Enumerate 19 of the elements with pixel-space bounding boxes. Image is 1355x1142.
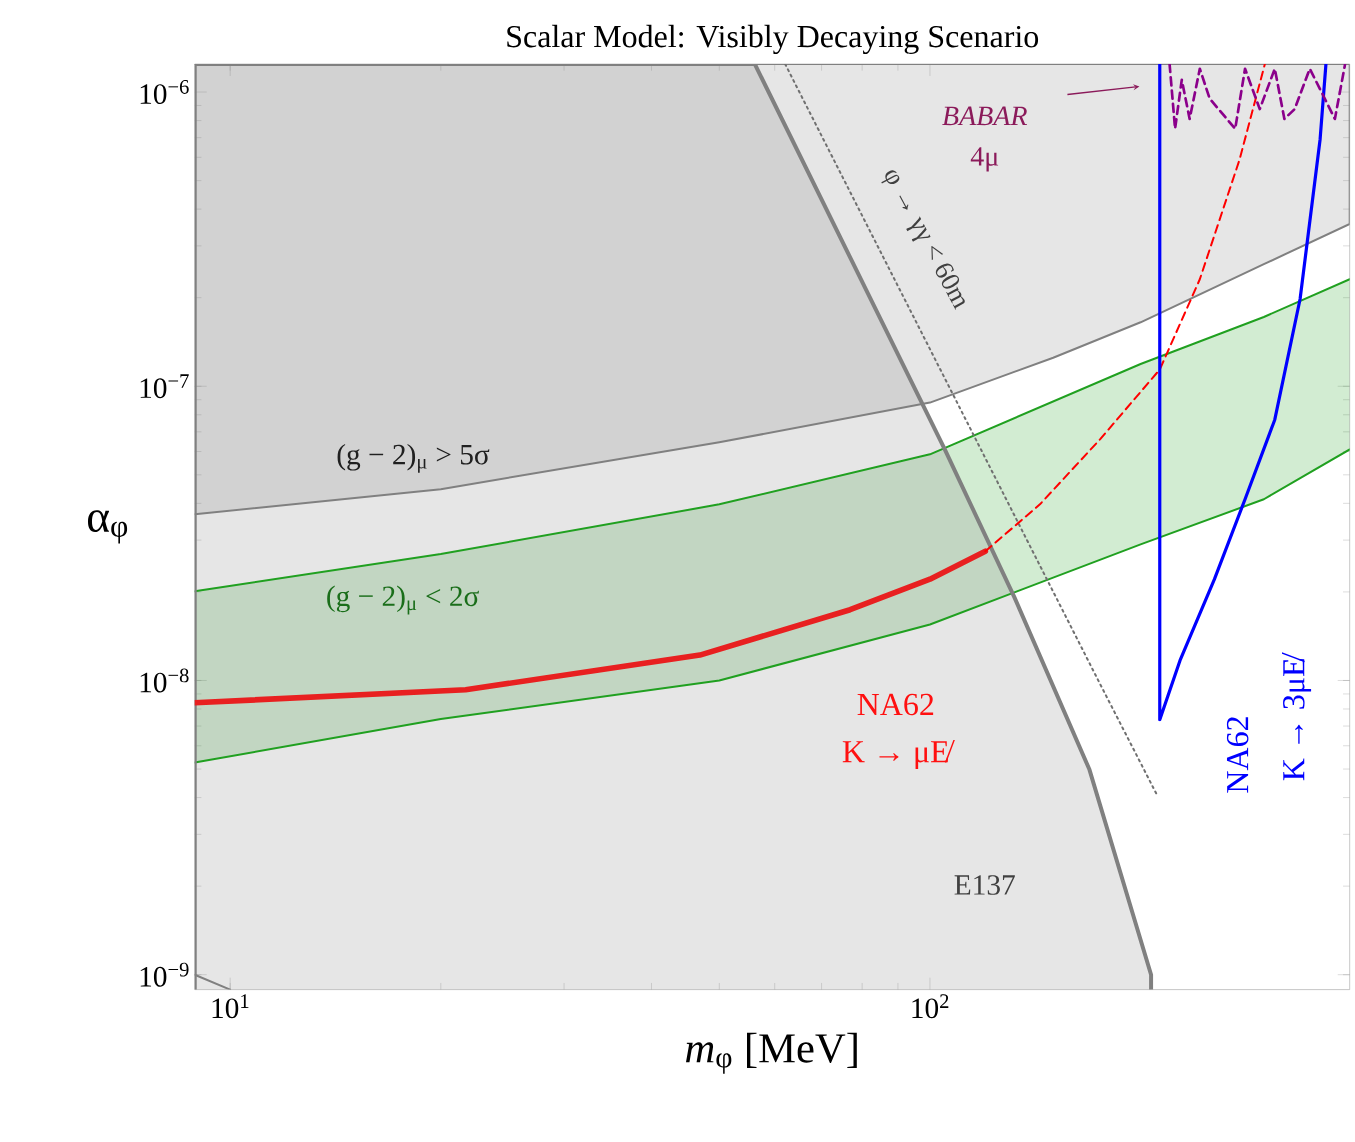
- annotation: E137: [954, 875, 1015, 896]
- annotation: (g − 2)$_{μ}$ > 5σ: [337, 444, 490, 473]
- y-tick-label: 10$^{−8}$: [140, 668, 189, 693]
- x-axis-title: m$_{φ}$ [MeV]: [685, 1032, 857, 1074]
- annotation: K → 3μE̸: [1282, 652, 1312, 781]
- annotation: NA62: [857, 693, 934, 716]
- annotation: K → μE̸: [842, 740, 955, 770]
- y-axis-title: α$_{φ}$: [87, 510, 128, 544]
- annotation: 4μ: [970, 147, 999, 172]
- y-tick-label: 10$^{−9}$: [140, 962, 189, 987]
- annotation: φ → γγ < 60m: [881, 170, 965, 310]
- annotation: (g − 2)$_{μ}$ < 2σ: [327, 585, 479, 615]
- chart-title: Scalar Model: Visibly Decaying Scenario: [507, 25, 1039, 55]
- annotation: BABAR: [942, 106, 1028, 126]
- annotation: NA62: [1226, 717, 1249, 793]
- y-tick-label: 10$^{−6}$: [140, 80, 189, 105]
- x-tick-label: 10$^{2}$: [912, 994, 949, 1019]
- y-tick-label: 10$^{−7}$: [140, 374, 189, 399]
- x-tick-label: 10$^{1}$: [212, 994, 249, 1019]
